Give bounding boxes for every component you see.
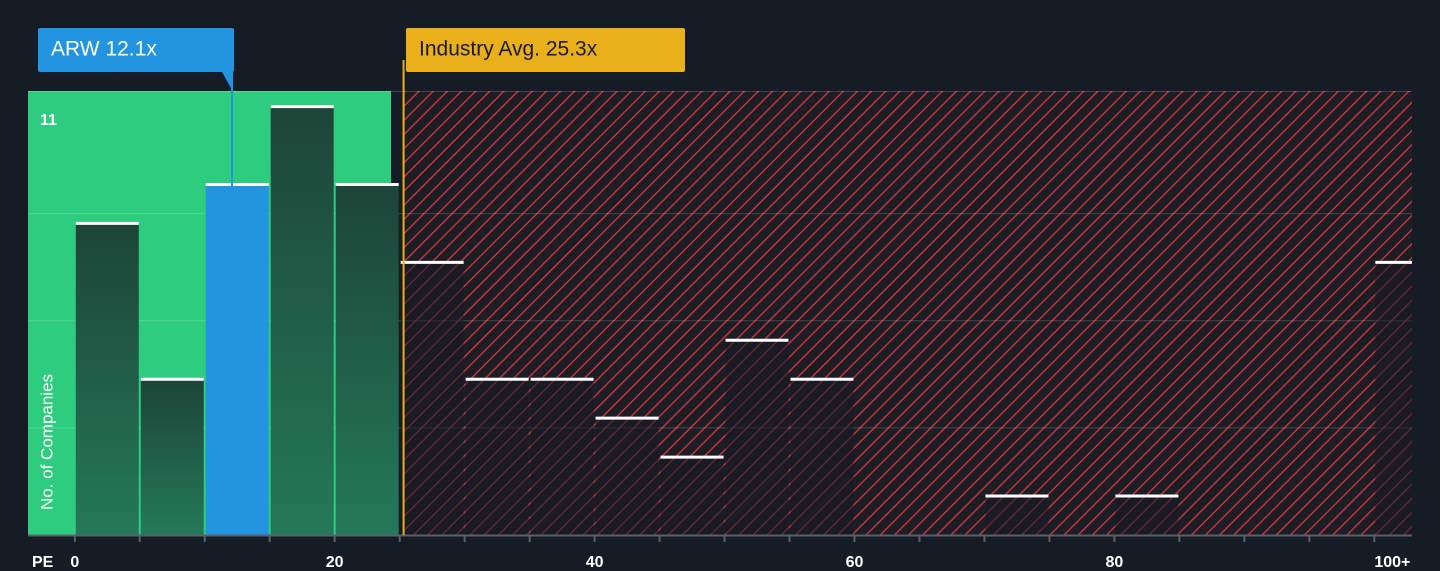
bar bbox=[400, 262, 464, 535]
annotation-label: Industry Avg. 25.3x bbox=[419, 38, 598, 61]
bar bbox=[1375, 262, 1412, 535]
x-tick-label: 20 bbox=[326, 554, 344, 571]
bar bbox=[530, 379, 594, 535]
annotation-label: ARW 12.1x bbox=[51, 38, 157, 61]
bar bbox=[985, 496, 1049, 535]
x-tick-label: 0 bbox=[70, 554, 79, 571]
bar bbox=[140, 379, 204, 535]
x-tick-label: 40 bbox=[586, 554, 604, 571]
label-box bbox=[406, 28, 685, 72]
x-axis-label: PE bbox=[32, 554, 54, 571]
bar bbox=[725, 340, 789, 535]
bar bbox=[595, 418, 659, 535]
label-pointer bbox=[222, 72, 233, 90]
bar bbox=[660, 457, 724, 535]
label-box bbox=[38, 28, 234, 72]
y-tick-label: 11 bbox=[40, 112, 57, 129]
bar bbox=[335, 184, 399, 535]
x-tick-label: 80 bbox=[1106, 554, 1124, 571]
bar bbox=[205, 184, 269, 535]
bar bbox=[465, 379, 529, 535]
bar bbox=[75, 223, 139, 535]
x-tick-label: 60 bbox=[846, 554, 864, 571]
y-axis-label: No. of Companies bbox=[37, 374, 56, 510]
bar bbox=[270, 106, 334, 535]
x-tick-label: 100+ bbox=[1374, 554, 1410, 571]
bar bbox=[1115, 496, 1179, 535]
bar bbox=[790, 379, 854, 535]
